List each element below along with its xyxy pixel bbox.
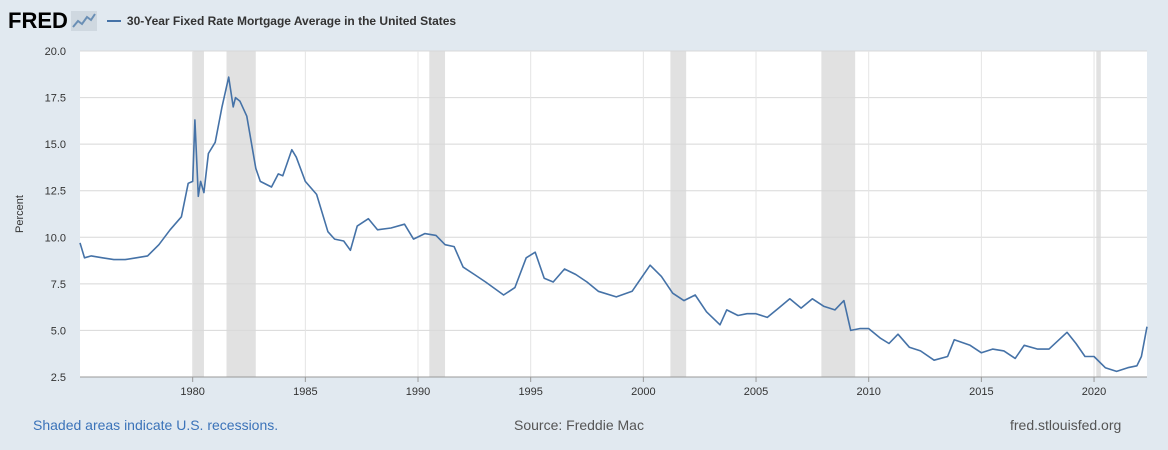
chart-header: FRED 30-Year Fixed Rate Mortgage Average…: [8, 6, 456, 36]
fred-url-link[interactable]: fred.stlouisfed.org: [1010, 417, 1122, 433]
recession-band-0: [192, 51, 204, 377]
recession-band-5: [1096, 51, 1101, 377]
chart-legend[interactable]: 30-Year Fixed Rate Mortgage Average in t…: [106, 14, 457, 28]
y-tick-label: 7.5: [51, 279, 66, 291]
fred-logo-text: FRED: [8, 8, 68, 33]
x-tick-label: 1980: [180, 386, 204, 398]
y-axis-label: Percent: [14, 195, 26, 233]
legend-swatch-icon: [106, 20, 121, 22]
fred-logo[interactable]: FRED: [8, 8, 97, 34]
recession-band-1: [226, 51, 256, 377]
y-tick-label: 10.0: [45, 232, 66, 244]
recession-note-link[interactable]: Shaded areas indicate U.S. recessions.: [33, 417, 279, 433]
fred-logo-graph-icon: [70, 11, 97, 31]
source-note: Source: Freddie Mac: [514, 417, 644, 433]
x-tick-label: 2005: [744, 386, 768, 398]
x-tick-label: 2020: [1082, 386, 1106, 398]
y-tick-label: 17.5: [45, 93, 66, 105]
chart-series: [79, 76, 1148, 373]
legend-series-label: 30-Year Fixed Rate Mortgage Average in t…: [126, 14, 457, 28]
y-tick-label: 20.0: [45, 46, 66, 58]
x-tick-label: 1995: [518, 386, 542, 398]
x-tick-label: 1985: [293, 386, 317, 398]
x-tick-label: 2015: [969, 386, 993, 398]
series-line-mortgage-rate: [79, 76, 1148, 373]
recession-band-3: [670, 51, 687, 377]
x-tick-label: 2000: [631, 386, 655, 398]
y-tick-label: 5.0: [51, 325, 66, 337]
y-tick-label: 15.0: [45, 139, 66, 151]
x-tick-label: 2010: [856, 386, 880, 398]
chart-axes: 2.5 5.0 7.5 10.0 12.5 15.0 17.5 20.0 1980 1985 199…: [45, 46, 1147, 398]
y-tick-label: 2.5: [51, 372, 66, 384]
y-tick-label: 12.5: [45, 186, 66, 198]
recession-band-2: [429, 51, 446, 377]
plot-area: [80, 51, 1147, 377]
x-tick-label: 1990: [406, 386, 430, 398]
